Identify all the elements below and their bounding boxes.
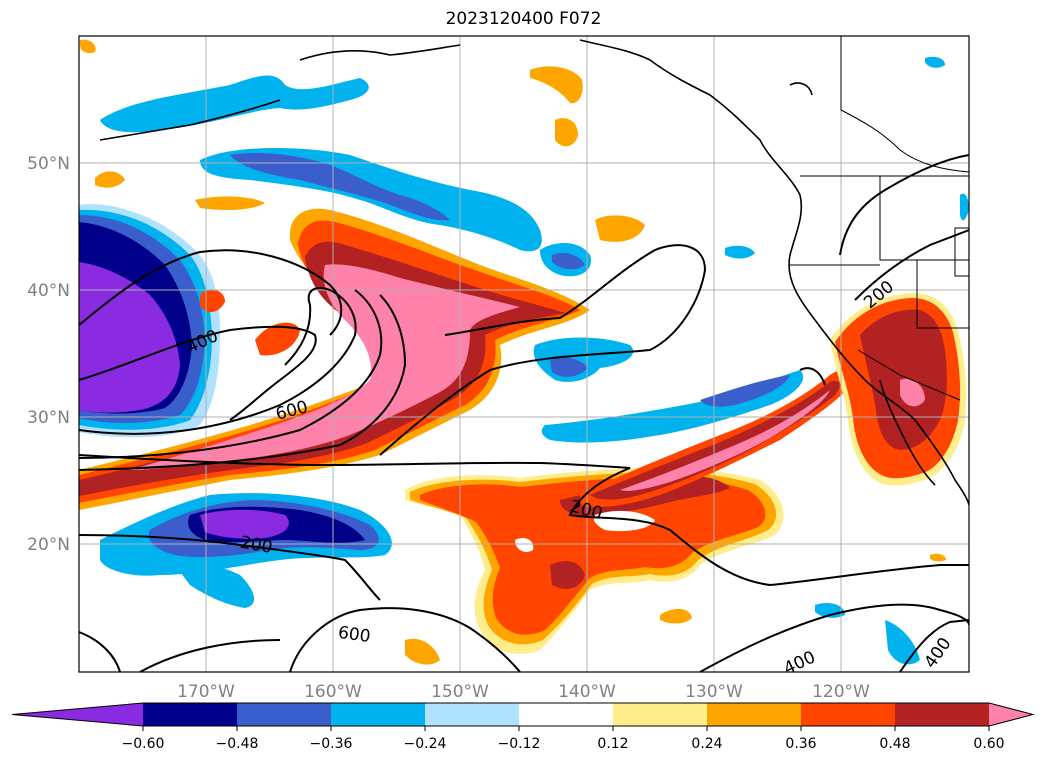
- colorbar-swatch: [801, 703, 896, 726]
- map-frame: [78, 35, 970, 673]
- colorbar-tick-label: −0.24: [404, 736, 447, 752]
- lat-label: 40°N: [27, 281, 70, 301]
- lat-label: 30°N: [27, 408, 70, 428]
- colorbar-tick-label: −0.12: [498, 736, 541, 752]
- lat-label: 20°N: [27, 535, 70, 555]
- colorbar-extend-low: [12, 703, 143, 726]
- lon-label: 170°W: [177, 682, 235, 702]
- colorbar-swatch: [707, 703, 802, 726]
- lat-label-group: 50°N 40°N 30°N 20°N: [27, 154, 70, 555]
- contour-label: 600: [337, 623, 372, 647]
- lat-label: 50°N: [27, 154, 70, 174]
- colorbar-swatch: [237, 703, 332, 726]
- lon-label: 150°W: [431, 682, 489, 702]
- colorbar-extend-high: [989, 703, 1033, 726]
- colorbar-swatch: [143, 703, 238, 726]
- colorbar-tick-label: 0.24: [691, 736, 722, 752]
- height-contours: [79, 154, 969, 672]
- colorbar-tick-label: 0.36: [785, 736, 816, 752]
- colorbar-swatch: [895, 703, 990, 726]
- colorbar-tick-label: 0.48: [879, 736, 910, 752]
- lon-label: 160°W: [304, 682, 362, 702]
- colorbar-tick-label: −0.60: [122, 736, 165, 752]
- colorbar-swatch: [613, 703, 708, 726]
- lon-label: 140°W: [558, 682, 616, 702]
- lon-label-group: 170°W 160°W 150°W 140°W 130°W 120°W: [177, 682, 870, 702]
- colorbar-tick-label: −0.36: [310, 736, 353, 752]
- lon-label: 130°W: [685, 682, 743, 702]
- colorbar-tick-label: −0.48: [216, 736, 259, 752]
- lon-label: 120°W: [812, 682, 870, 702]
- colorbar: −0.60 −0.48 −0.36 −0.24 −0.12 0.12 0.24 0.36 0.4…: [11, 702, 1035, 752]
- colorbar-swatch: [331, 703, 426, 726]
- colorbar-swatch: [519, 703, 614, 726]
- colorbar-swatch: [425, 703, 520, 726]
- colorbar-tick-label: 0.60: [973, 736, 1004, 752]
- coastlines: [99, 39, 969, 506]
- map-title: 2023120400 F072: [445, 9, 602, 29]
- colorbar-tick-label: 0.12: [597, 736, 628, 752]
- borders: [790, 36, 969, 401]
